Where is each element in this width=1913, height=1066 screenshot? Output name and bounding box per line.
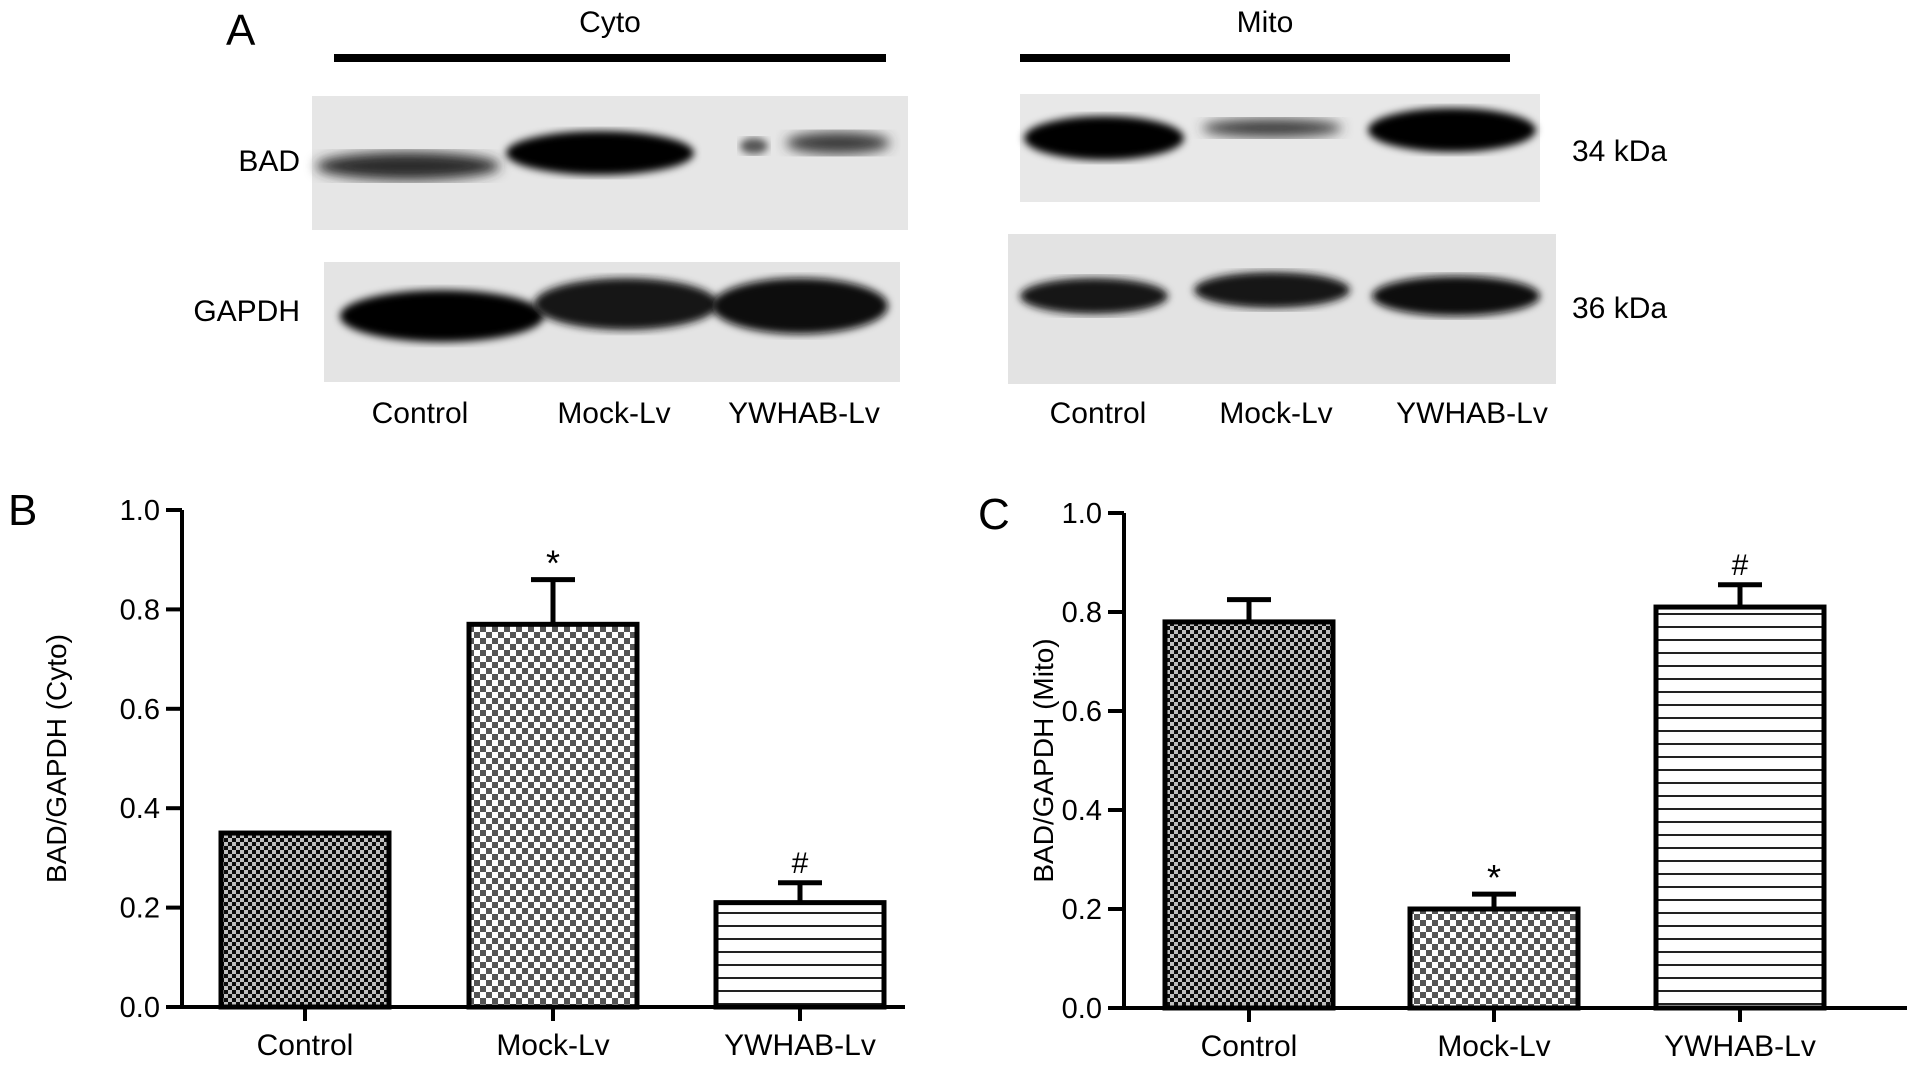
panel-a-label: A <box>226 6 256 55</box>
significance-mark: * <box>1487 857 1501 898</box>
bar-mock-lv <box>466 621 640 1010</box>
significance-mark: * <box>546 543 560 584</box>
protein-label-bad: BAD <box>238 145 300 178</box>
bar-chart-mito: 0.0 0.2 0.4 0.6 0.8 1.0 BAD/GAPDH (Mito) Contro… <box>1028 498 1907 1063</box>
bar-control <box>218 830 392 1010</box>
mito-lane-control: Control <box>1049 397 1147 430</box>
x-tick-label: Control <box>257 1029 354 1062</box>
y-tick-label: 0.0 <box>1062 993 1102 1025</box>
cyto-lane-control: Control <box>371 397 469 430</box>
mito-rule <box>1020 54 1510 62</box>
cyto-rule <box>334 54 886 62</box>
bar-ywhab-lv <box>1653 604 1827 1011</box>
bar-mock-lv <box>1407 906 1581 1011</box>
cyto-title: Cyto <box>579 6 641 39</box>
y-tick-label: 0.4 <box>120 793 160 825</box>
y-tick-label: 0.6 <box>1062 696 1102 728</box>
y-tick-label: 1.0 <box>120 495 160 527</box>
significance-mark: # <box>1732 549 1749 582</box>
cyto-lane-mock: Mock-Lv <box>557 397 671 430</box>
y-tick-label: 0.6 <box>120 694 160 726</box>
y-axis-label: BAD/GAPDH (Mito) <box>1028 638 1059 882</box>
panel-b-label: B <box>8 486 38 535</box>
bar-chart-cyto: 0.0 0.2 0.4 0.6 0.8 1.0 BAD/GAPDH (Cyto) Contro… <box>41 495 905 1062</box>
bar-control <box>1162 619 1336 1011</box>
cyto-lane-ywhab: YWHAB-Lv <box>728 397 880 430</box>
x-tick-label: Control <box>1201 1030 1298 1063</box>
kda-label-34: 34 kDa <box>1572 135 1668 168</box>
blot-cyto-gapdh <box>324 262 900 382</box>
panel-c-label: C <box>978 490 1010 539</box>
y-tick-label: 0.2 <box>1062 894 1102 926</box>
x-tick-label: Mock-Lv <box>496 1029 609 1062</box>
y-tick-label: 0.2 <box>120 893 160 925</box>
y-tick-label: 0.4 <box>1062 795 1102 827</box>
y-axis-label: BAD/GAPDH (Cyto) <box>41 634 72 883</box>
protein-label-gapdh: GAPDH <box>193 295 300 328</box>
y-tick-label: 0.8 <box>1062 597 1102 629</box>
kda-label-36: 36 kDa <box>1572 292 1668 325</box>
blot-image <box>312 94 1556 384</box>
mito-lane-ywhab: YWHAB-Lv <box>1396 397 1548 430</box>
y-tick-label: 0.0 <box>120 992 160 1024</box>
blot-cyto-bad <box>312 96 908 230</box>
mito-title: Mito <box>1236 6 1294 39</box>
y-tick-label: 0.8 <box>120 594 160 626</box>
x-tick-label: YWHAB-Lv <box>1664 1030 1816 1063</box>
x-tick-label: YWHAB-Lv <box>724 1029 876 1062</box>
blot-mito-gapdh <box>1008 234 1556 384</box>
bar-ywhab-lv <box>713 900 887 1010</box>
x-tick-label: Mock-Lv <box>1437 1030 1550 1063</box>
y-tick-label: 1.0 <box>1062 498 1102 530</box>
mito-lane-mock: Mock-Lv <box>1219 397 1333 430</box>
blot-mito-bad <box>1020 94 1540 202</box>
significance-mark: # <box>792 847 809 880</box>
